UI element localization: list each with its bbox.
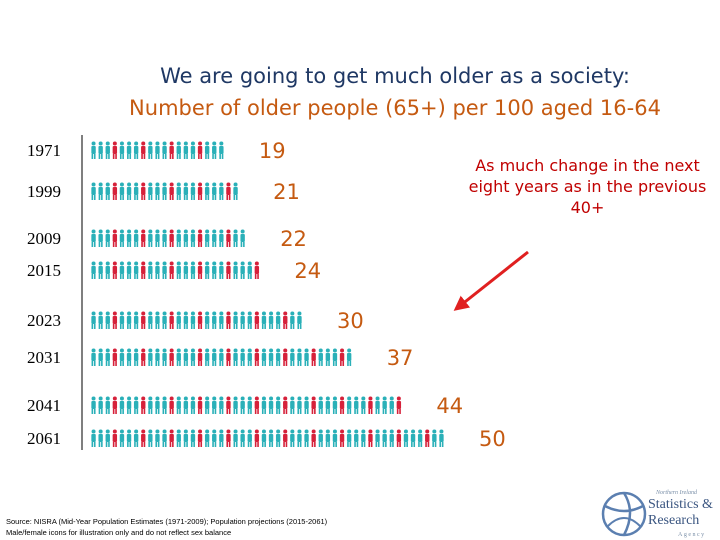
pictogram-bar-1999	[91, 182, 238, 200]
value-label-1999: 21	[273, 180, 300, 204]
value-label-1971: 19	[259, 139, 286, 163]
pictogram-bar-1971	[91, 141, 224, 159]
year-label-1971: 1971	[27, 141, 61, 160]
pictogram-bar-2031	[91, 348, 352, 366]
pictogram-bar-2015	[91, 261, 260, 279]
year-label-2015: 2015	[27, 261, 61, 280]
nisra-logo: Northern Ireland Statistics & Research A…	[601, 490, 713, 538]
chart-title-line-1: We are going to get much older as a soci…	[160, 64, 630, 88]
source-note: Source: NISRA (Mid-Year Population Estim…	[6, 516, 327, 538]
year-label-2023: 2023	[27, 311, 61, 330]
logo-text-agency: Agency	[678, 532, 706, 538]
logo-text-top: Northern Ireland	[655, 490, 698, 496]
year-label-1999: 1999	[27, 182, 61, 201]
annotation-text: As much change in the next eight years a…	[468, 156, 707, 217]
value-label-2023: 30	[337, 309, 364, 333]
value-label-2009: 22	[280, 227, 307, 251]
value-label-2031: 37	[387, 346, 414, 370]
value-label-2061: 50	[479, 427, 506, 451]
source-line-2: Male/female icons for illustration only …	[6, 528, 232, 537]
pictogram-bar-2041	[91, 396, 402, 414]
value-label-2015: 24	[294, 259, 321, 283]
logo-text-research: Research	[648, 513, 699, 528]
year-label-2041: 2041	[27, 396, 61, 415]
source-line-1: Source: NISRA (Mid-Year Population Estim…	[6, 517, 328, 526]
pictogram-bar-2009	[91, 229, 245, 247]
chart-title-line-2: Number of older people (65+) per 100 age…	[129, 96, 661, 120]
pictogram-bar-2061	[91, 429, 444, 447]
year-label-2031: 2031	[27, 348, 61, 367]
value-label-2041: 44	[436, 394, 463, 418]
year-label-2061: 2061	[27, 429, 61, 448]
pictogram-bar-2023	[91, 311, 302, 329]
logo-emblem-icon	[601, 491, 647, 537]
logo-text-statistics: Statistics &	[648, 497, 713, 512]
annotation-arrow	[453, 250, 529, 311]
year-label-2009: 2009	[27, 229, 61, 248]
